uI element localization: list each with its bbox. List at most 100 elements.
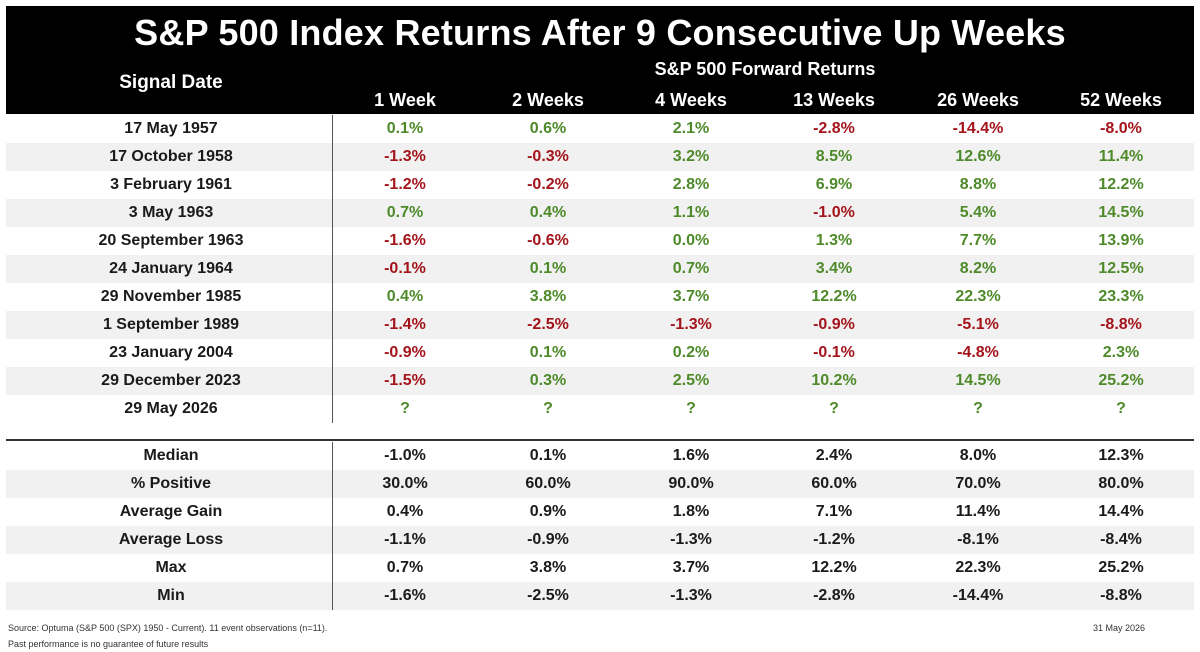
- value-cell: -8.4%: [1100, 531, 1142, 548]
- value-cell: 0.2%: [672, 344, 710, 361]
- value-cell: -8.8%: [1100, 316, 1142, 333]
- row-label: 29 December 2023: [101, 372, 241, 389]
- row-label: 23 January 2004: [109, 344, 233, 361]
- value-cell: ?: [1116, 400, 1126, 417]
- value-cell: ?: [829, 400, 839, 417]
- value-cell: 0.7%: [672, 260, 710, 277]
- value-cell: -1.4%: [384, 316, 426, 333]
- value-cell: 12.2%: [811, 559, 857, 576]
- value-cell: 70.0%: [955, 475, 1001, 492]
- row-label: 3 May 1963: [128, 204, 214, 221]
- summary-separator: [6, 439, 1194, 441]
- table-row: 23 January 2004 -0.9% 0.1% 0.2% -0.1% -4.8% 2.…: [6, 339, 1194, 367]
- value-cell: -2.8%: [813, 120, 855, 137]
- value-cell: 80.0%: [1098, 475, 1144, 492]
- value-cell: 8.8%: [959, 176, 997, 193]
- value-cell: 5.4%: [959, 204, 997, 221]
- value-cell: -4.8%: [957, 344, 999, 361]
- row-label: Median: [143, 447, 199, 464]
- value-cell: 2.1%: [672, 120, 710, 137]
- row-label: 1 September 1989: [102, 316, 240, 333]
- value-cell: 0.6%: [529, 120, 567, 137]
- value-cell: -5.1%: [957, 316, 999, 333]
- value-cell: 12.6%: [955, 148, 1001, 165]
- footer-notes: Source: Optuma (S&P 500 (SPX) 1950 - Cur…: [8, 620, 327, 652]
- table-row: 29 May 2026??????: [6, 395, 1194, 423]
- value-cell: 1.6%: [672, 447, 710, 464]
- column-header: 13 Weeks: [793, 90, 875, 110]
- value-cell: -0.9%: [384, 344, 426, 361]
- value-cell: 1.8%: [672, 503, 710, 520]
- value-cell: 8.2%: [959, 260, 997, 277]
- row-label: Max: [155, 559, 187, 576]
- column-header: 1 Week: [374, 90, 436, 110]
- value-cell: 0.3%: [529, 372, 567, 389]
- value-cell: -0.3%: [527, 148, 569, 165]
- value-cell: 0.1%: [529, 447, 567, 464]
- value-cell: 0.4%: [386, 503, 424, 520]
- value-cell: -8.1%: [957, 531, 999, 548]
- value-cell: 8.5%: [815, 148, 853, 165]
- value-cell: 14.4%: [1098, 503, 1144, 520]
- column-divider: [332, 442, 333, 610]
- value-cell: -8.8%: [1100, 587, 1142, 604]
- value-cell: -1.3%: [670, 587, 712, 604]
- value-cell: -1.5%: [384, 372, 426, 389]
- value-cell: 3.7%: [672, 288, 710, 305]
- value-cell: 25.2%: [1098, 559, 1144, 576]
- value-cell: ?: [973, 400, 983, 417]
- forward-returns-header: S&P 500 Forward Returns: [654, 59, 876, 79]
- table-row: Average Gain 0.4% 0.9% 1.8% 7.1% 11.4% 14.4%: [6, 498, 1194, 526]
- row-label: 29 November 1985: [100, 288, 242, 305]
- row-label: 3 February 1961: [110, 176, 232, 193]
- value-cell: 60.0%: [525, 475, 571, 492]
- table-row: % Positive 30.0% 60.0% 90.0% 60.0% 70.0% 80.0%: [6, 470, 1194, 498]
- value-cell: 3.8%: [529, 559, 567, 576]
- value-cell: -1.2%: [384, 176, 426, 193]
- value-cell: 3.7%: [672, 559, 710, 576]
- value-cell: -1.2%: [813, 531, 855, 548]
- value-cell: 0.4%: [386, 288, 424, 305]
- value-cell: -0.9%: [527, 531, 569, 548]
- value-cell: -1.6%: [384, 587, 426, 604]
- column-header: 26 Weeks: [937, 90, 1019, 110]
- disclaimer-note: Past performance is no guarantee of futu…: [8, 639, 209, 649]
- value-cell: 0.1%: [386, 120, 424, 137]
- table-row: 17 October 1958 -1.3% -0.3% 3.2% 8.5% 12.6% 11…: [6, 143, 1194, 171]
- value-cell: 3.2%: [672, 148, 710, 165]
- table-row: 24 January 1964 -0.1% 0.1% 0.7% 3.4% 8.2% 12.5…: [6, 255, 1194, 283]
- value-cell: 22.3%: [955, 288, 1001, 305]
- value-cell: 23.3%: [1098, 288, 1144, 305]
- row-label: 17 October 1958: [109, 148, 233, 165]
- value-cell: ?: [543, 400, 553, 417]
- value-cell: -2.5%: [527, 316, 569, 333]
- table-row: Average Loss -1.1% -0.9% -1.3% -1.2% -8.1% -8.…: [6, 526, 1194, 554]
- value-cell: 8.0%: [959, 447, 997, 464]
- value-cell: 0.7%: [386, 559, 424, 576]
- value-cell: 7.7%: [959, 232, 997, 249]
- table-row: 1 September 1989 -1.4% -2.5% -1.3% -0.9% -5.1…: [6, 311, 1194, 339]
- value-cell: 30.0%: [382, 475, 428, 492]
- value-cell: 0.1%: [529, 344, 567, 361]
- value-cell: -0.9%: [813, 316, 855, 333]
- column-header: 52 Weeks: [1080, 90, 1162, 110]
- table-header: S&P 500 Index Returns After 9 Consecutiv…: [6, 6, 1194, 114]
- value-cell: -1.3%: [670, 316, 712, 333]
- value-cell: 22.3%: [955, 559, 1001, 576]
- value-cell: 11.4%: [955, 503, 1001, 520]
- table-row: Min -1.6% -2.5% -1.3% -2.8% -14.4% -8.8%: [6, 582, 1194, 610]
- column-header: 2 Weeks: [512, 90, 584, 110]
- value-cell: -14.4%: [952, 587, 1004, 604]
- signal-date-header: Signal Date: [119, 72, 223, 93]
- value-cell: -1.0%: [813, 204, 855, 221]
- value-cell: 0.0%: [672, 232, 710, 249]
- value-cell: 11.4%: [1098, 148, 1144, 165]
- row-label: 17 May 1957: [124, 120, 218, 137]
- value-cell: -1.0%: [384, 447, 426, 464]
- value-cell: 14.5%: [1098, 204, 1144, 221]
- row-label: Average Gain: [119, 503, 223, 520]
- value-cell: 6.9%: [815, 176, 853, 193]
- value-cell: ?: [400, 400, 410, 417]
- value-cell: -1.3%: [384, 148, 426, 165]
- value-cell: 0.1%: [529, 260, 567, 277]
